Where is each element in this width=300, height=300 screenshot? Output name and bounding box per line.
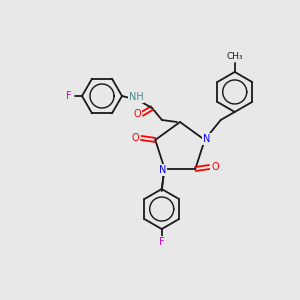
Text: F: F [159,237,164,247]
Text: N: N [159,165,166,175]
Text: O: O [133,109,141,119]
Text: CH₃: CH₃ [226,52,243,62]
Text: F: F [66,91,72,101]
Text: NH: NH [129,92,143,102]
Text: N: N [203,134,210,144]
Text: O: O [212,162,219,172]
Text: O: O [131,133,139,143]
